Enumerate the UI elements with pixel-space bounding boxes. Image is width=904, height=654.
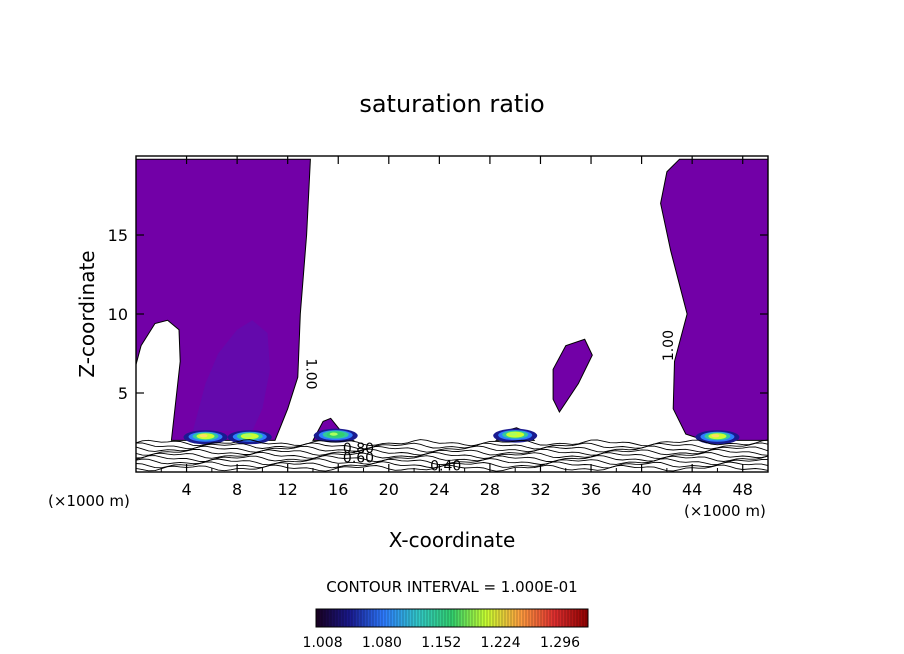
x-tick-label: 4 (181, 480, 191, 499)
contour-labels: 1.00 1.00 0.800.60 0.40 (303, 330, 678, 474)
x-axis-label: X-coordinate (389, 528, 516, 552)
colorbar-gradient (315, 608, 589, 628)
colorbar-labels: 1.008 1.080 1.152 1.224 1.296 (303, 635, 581, 651)
x-tick-label: 20 (379, 480, 399, 499)
x-tick-label: 36 (581, 480, 601, 499)
chart-title: saturation ratio (359, 90, 544, 118)
y-axis-label: Z-coordinate (75, 250, 99, 377)
contour-label: 1.00 (661, 330, 677, 361)
x-tick-label: 48 (733, 480, 753, 499)
x-tick-label: 44 (682, 480, 702, 499)
ground-contour-line (136, 445, 768, 453)
y-tick-label: 10 (108, 305, 128, 324)
x-tick-label: 32 (530, 480, 550, 499)
x-tick-label: 40 (631, 480, 651, 499)
y-tick-label: 15 (108, 226, 128, 245)
contour-label: 0.60 (343, 451, 374, 467)
y-tick-label: 5 (118, 384, 128, 403)
hot-spot (313, 428, 358, 443)
cloud-regions (136, 158, 768, 441)
hot-spot (227, 430, 272, 445)
contour-label: 0.40 (430, 458, 461, 474)
x-tick-label: 28 (480, 480, 500, 499)
x-unit-left: (×1000 m) (48, 492, 130, 510)
ground-contour-line (136, 464, 768, 472)
ground-contour-line (136, 458, 768, 466)
x-tick-label: 16 (328, 480, 348, 499)
supersaturation-spots (183, 428, 740, 445)
region-right-cloud (660, 158, 768, 441)
ground-contours (136, 439, 768, 472)
ground-contour-line (136, 461, 768, 469)
region-dark-core (192, 320, 270, 431)
x-tick-label: 12 (278, 480, 298, 499)
colorbar-tick-label: 1.080 (362, 635, 402, 651)
colorbar-hatching (318, 609, 587, 627)
x-tick-label: 8 (232, 480, 242, 499)
region-mid-cloud (552, 338, 593, 413)
hot-spot (695, 430, 740, 445)
contour-label: 0.80 (343, 441, 374, 457)
contour-label: 1.00 (303, 358, 319, 389)
ground-contour-line (136, 442, 768, 450)
x-unit-right: (×1000 m) (684, 502, 766, 520)
x-tick-label: 24 (429, 480, 449, 499)
contour-interval-text: CONTOUR INTERVAL = 1.000E-01 (326, 578, 577, 596)
colorbar-tick-label: 1.152 (421, 635, 461, 651)
colorbar-tick-label: 1.008 (303, 635, 343, 651)
colorbar: 1.008 1.080 1.152 1.224 1.296 (303, 608, 589, 651)
ground-contour-line (136, 455, 768, 463)
colorbar-tick-label: 1.296 (540, 635, 580, 651)
colorbar-tick-label: 1.224 (481, 635, 521, 651)
hot-spot (493, 428, 538, 443)
hot-spot (183, 430, 228, 445)
ground-contour-line (136, 448, 768, 456)
ground-contour-line (136, 439, 768, 447)
